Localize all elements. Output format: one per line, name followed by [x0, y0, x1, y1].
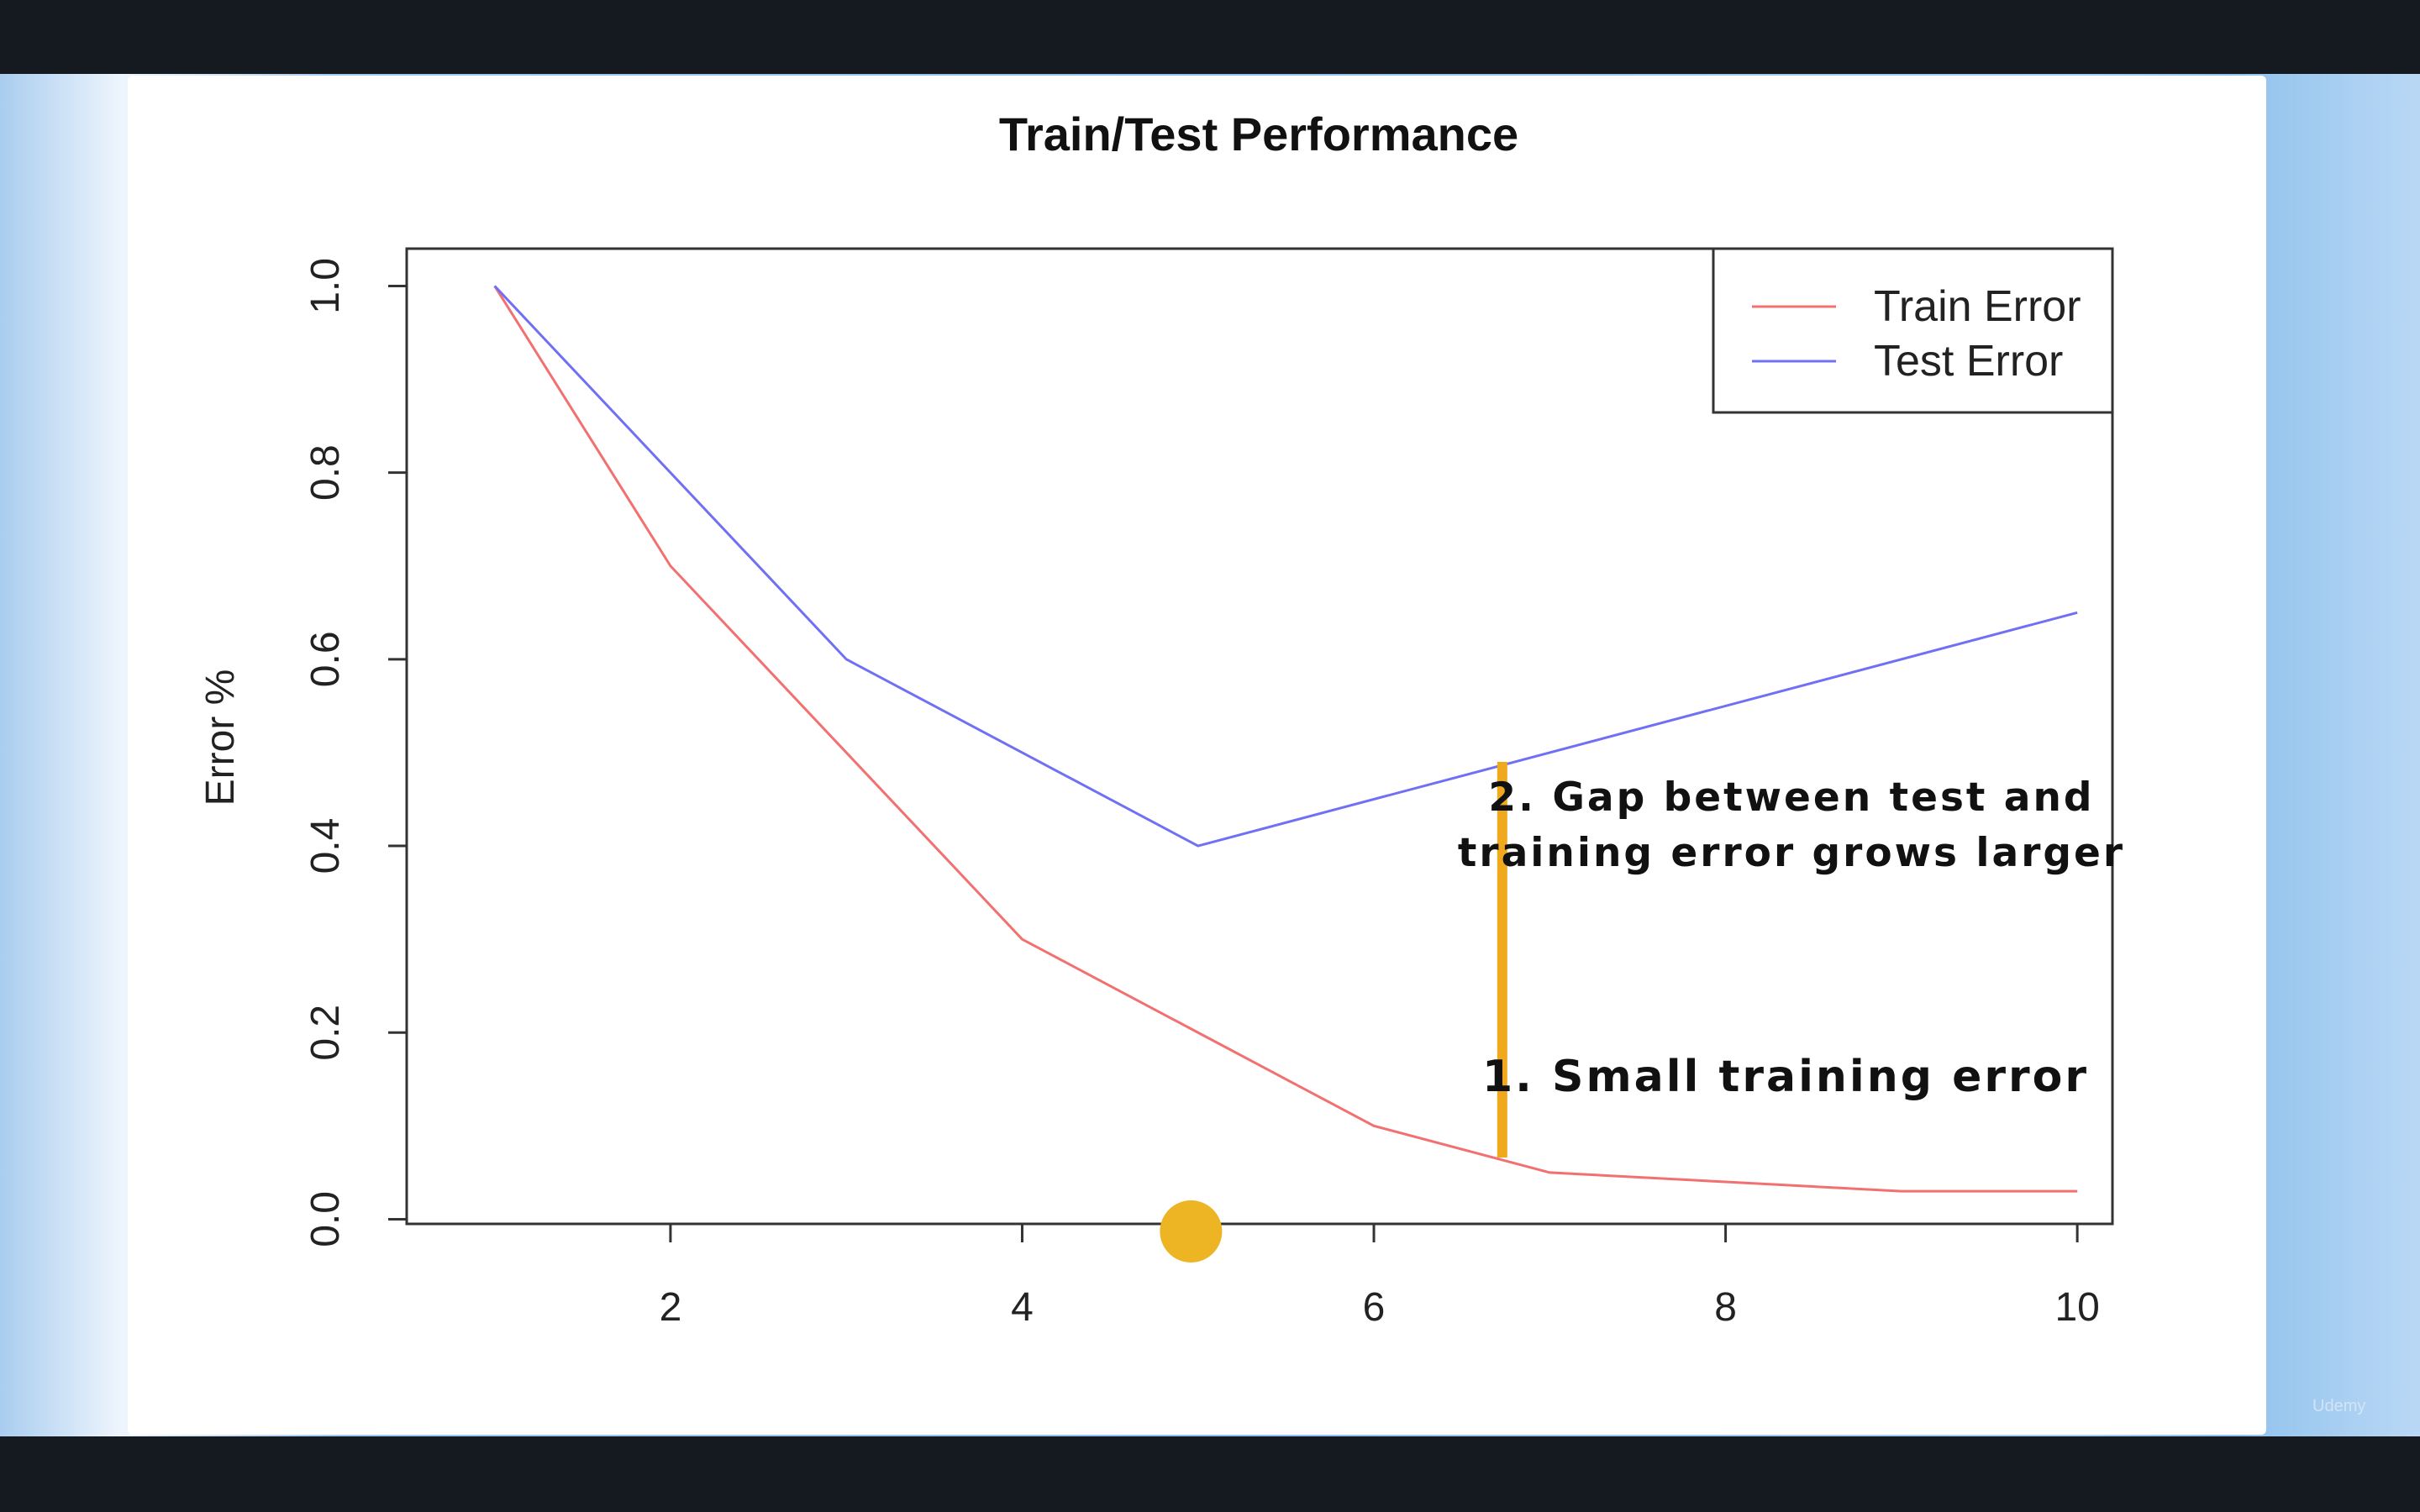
train-error-line: [493, 285, 2078, 1193]
x-axis-point-marker: [1160, 1200, 1223, 1263]
y-axis-label: Error %: [198, 669, 243, 806]
x-tick-label: 8: [1714, 1285, 1737, 1330]
top-letterbox-bar: [0, 0, 2420, 74]
slide-panel: Train/Test Performance 0.0 0.2 0.4 0.6 0.8 1.0…: [128, 76, 2266, 1435]
y-tick-label: 1.0: [303, 258, 348, 314]
legend-box: [1712, 247, 2114, 414]
test-error-line: [493, 285, 2078, 848]
legend-label: Train Error: [1874, 282, 2081, 331]
plot-frame: [405, 247, 2114, 1226]
small-error-annotation: 1. Small training error: [1482, 1052, 2089, 1102]
gap-annotation-line1: 2. Gap between test and: [1488, 774, 2094, 821]
x-tick-label: 4: [1011, 1285, 1034, 1330]
y-tick-label: 0.6: [303, 631, 348, 687]
udemy-watermark: Udemy: [2312, 1397, 2366, 1415]
gap-annotation-line2: training error grows larger: [1458, 830, 2125, 876]
x-tick-label: 10: [2054, 1285, 2099, 1330]
chart-title: Train/Test Performance: [999, 108, 1518, 160]
y-tick-label: 0.0: [303, 1191, 348, 1247]
x-tick-label: 2: [660, 1285, 682, 1330]
legend-label: Test Error: [1874, 337, 2063, 386]
y-tick-label: 0.8: [303, 444, 348, 501]
bottom-letterbox-bar: [0, 1436, 2420, 1512]
train-test-chart: Train/Test Performance 0.0 0.2 0.4 0.6 0.8 1.0…: [198, 108, 2125, 1330]
x-tick-label: 6: [1363, 1285, 1386, 1330]
y-tick-label: 0.4: [303, 818, 348, 874]
y-tick-label: 0.2: [303, 1005, 348, 1061]
